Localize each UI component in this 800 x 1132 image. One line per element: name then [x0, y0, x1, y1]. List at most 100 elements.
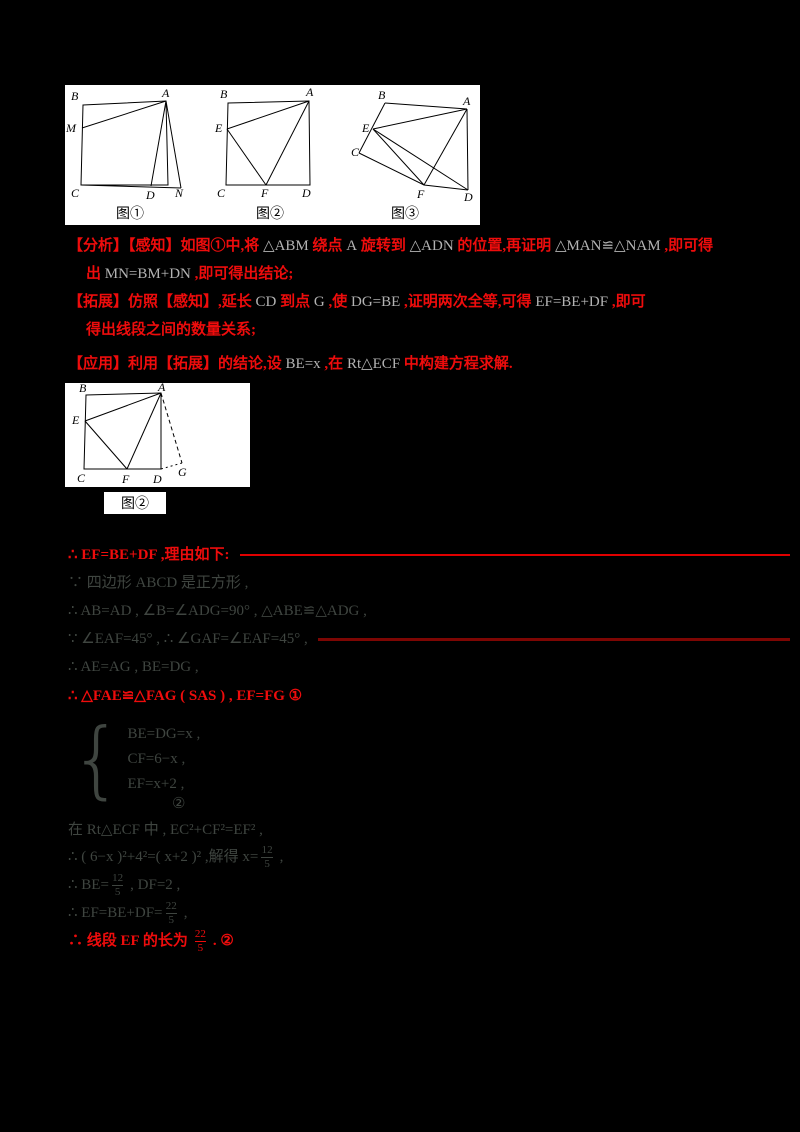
text-segment: △ADN — [409, 238, 454, 254]
point-label-B: B — [220, 87, 228, 101]
text-segment: BE=DG=x , — [127, 726, 201, 742]
analysis-line: 【应用】 利用【拓展】的结论,设 BE=x ,在 Rt△ECF 中构建方程求解. — [68, 354, 513, 374]
text-segment: Rt△ECF — [346, 356, 401, 372]
equation-row: BE=DG=x , — [127, 722, 200, 747]
text-segment: 利用【拓展】的结论,设 — [128, 356, 286, 372]
analysis-line: 出 MN=BM+DN ,即可得出结论; — [86, 264, 293, 284]
point-label-A: A — [305, 85, 314, 99]
text-segment: ② — [220, 933, 234, 949]
point-label-C: C — [71, 186, 80, 200]
solution-line: ∵ ∠EAF=45° , ∴ ∠GAF=∠EAF=45° , — [68, 629, 790, 649]
point-label-A: A — [161, 86, 170, 100]
text-segment: ,即可得出结论; — [190, 266, 294, 282]
point-label-B: B — [79, 383, 87, 395]
equation-rows: BE=DG=x , CF=6−x , EF=x+2 , — [127, 722, 200, 797]
text-segment: ∴ ( 6−x )²+4²=( x+2 )² ,解得 x= — [68, 849, 259, 865]
solution-line: ∴ BE= 12 5 , DF=2 , — [68, 871, 181, 898]
figure-caption-box: 图② — [104, 492, 166, 514]
divider-line — [239, 554, 790, 556]
point-label-B: B — [71, 89, 79, 103]
point-label-E: E — [214, 121, 223, 135]
solution-line: ∴ 线段 EF 的长为 22 5 . ② — [68, 927, 234, 954]
text-segment: 如图①中,将 — [180, 238, 264, 254]
text-segment: BE=x — [285, 356, 321, 372]
text-segment: 【分析】【感知】 — [68, 238, 181, 254]
text-segment: 的位置,再证明 — [453, 238, 555, 254]
text-segment: CF=6−x , — [127, 751, 186, 767]
equation-system: { BE=DG=x , CF=6−x , EF=x+2 , — [70, 710, 200, 808]
point-label-D: D — [463, 190, 473, 204]
text-segment: ,即可 — [608, 294, 646, 310]
text-segment: ,在 — [320, 356, 347, 372]
text-segment: 仿照【感知】,延长 — [128, 294, 256, 310]
point-label-B: B — [378, 88, 386, 102]
point-label-M: M — [65, 121, 77, 135]
solution-line: ∴ EF=BE+DF ,理由如下: — [68, 545, 790, 565]
text-segment: ,使 — [324, 294, 351, 310]
fraction: 12 5 — [111, 871, 124, 898]
text-segment: EF=BE+DF — [535, 294, 609, 310]
text-segment: 出 — [86, 266, 105, 282]
text-segment: ,即可得 — [660, 238, 714, 254]
point-label-N: N — [174, 186, 184, 200]
text-segment: 【拓展】 — [68, 294, 129, 310]
solution-line: 在 Rt△ECF 中 , EC²+CF²=EF² , — [68, 820, 263, 840]
point-label-F: F — [416, 187, 425, 201]
point-label-F: F — [121, 472, 130, 486]
text-segment: ① — [288, 688, 303, 704]
text-segment: EF=x+2 , — [127, 776, 185, 792]
text-segment: △ABM — [263, 238, 309, 254]
text-segment: 中构建方程求解. — [400, 356, 513, 372]
text-segment: ∴ AB=AD , ∠B=∠ADG=90° , △ABE≌△ADG , — [68, 603, 367, 619]
text-segment: A — [346, 238, 358, 254]
text-segment: ∴ 线段 EF 的长为 — [68, 933, 192, 949]
figure-panel-top: B A M C D N B A E C F D — [65, 85, 480, 225]
text-segment: 到点 — [276, 294, 314, 310]
text-segment: G — [313, 294, 325, 310]
geometry-figure-middle: B A E C F D G — [71, 383, 187, 486]
figure-panel-middle: B A E C F D G — [65, 383, 250, 487]
point-label-C: C — [351, 145, 360, 159]
text-segment: ② — [172, 796, 186, 812]
equation-row: EF=x+2 , — [127, 772, 200, 797]
point-label-D: D — [301, 186, 311, 200]
text-segment: ∴ BE= — [68, 877, 109, 893]
text-segment: ∴ EF=BE+DF= — [68, 905, 163, 921]
equation-mark: ② — [172, 794, 185, 814]
point-label-F: F — [260, 186, 269, 200]
text-segment: . — [209, 933, 221, 949]
geometry-figures-top: B A M C D N B A E C F D — [65, 85, 473, 204]
point-label-E: E — [361, 121, 370, 135]
text-segment: ∴ AE=AG , BE=DG , — [68, 659, 199, 675]
point-label-G: G — [178, 465, 187, 479]
text-segment: △MAN≌△NAM — [554, 238, 661, 254]
text-segment: , — [180, 905, 188, 921]
text-segment: CD — [255, 294, 277, 310]
text-segment: , DF=2 , — [126, 877, 181, 893]
text-segment: ∴ EF=BE+DF ,理由如下: — [68, 547, 230, 563]
text-segment: ,证明两次全等,可得 — [400, 294, 536, 310]
point-label-A: A — [157, 383, 166, 394]
point-label-D: D — [152, 472, 162, 486]
text-segment: 得出线段之间的数量关系; — [86, 322, 256, 338]
text-segment: 在 Rt△ECF 中 , EC²+CF²=EF² , — [68, 822, 263, 838]
figure-caption-2: 图② — [256, 207, 284, 222]
solution-line: ∴ ( 6−x )²+4²=( x+2 )² ,解得 x= 12 5 , — [68, 844, 284, 870]
text-segment: , — [275, 849, 284, 865]
text-segment: ∴ △FAE≌△FAG ( SAS ) , EF=FG — [68, 688, 289, 704]
fraction: 22 5 — [165, 899, 178, 926]
text-segment: ∵ 四边形 ABCD 是正方形 , — [68, 575, 249, 591]
figure-caption-3: 图③ — [391, 207, 419, 222]
equation-row: CF=6−x , — [127, 747, 200, 772]
figure-caption-1: 图① — [116, 207, 144, 222]
point-label-C: C — [217, 186, 226, 200]
solution-line: ∴ △FAE≌△FAG ( SAS ) , EF=FG ① — [68, 686, 302, 706]
figure-1-square: B A M C D N — [65, 86, 184, 202]
point-label-C: C — [77, 471, 86, 485]
fraction: 22 5 — [194, 927, 207, 954]
brace-symbol: { — [70, 710, 124, 808]
text-segment: 【应用】 — [68, 356, 129, 372]
analysis-line: 【分析】【感知】 如图①中,将 △ABM 绕点 A 旋转到 △ADN 的位置,再证… — [68, 236, 790, 256]
analysis-line: 得出线段之间的数量关系; — [86, 320, 256, 340]
